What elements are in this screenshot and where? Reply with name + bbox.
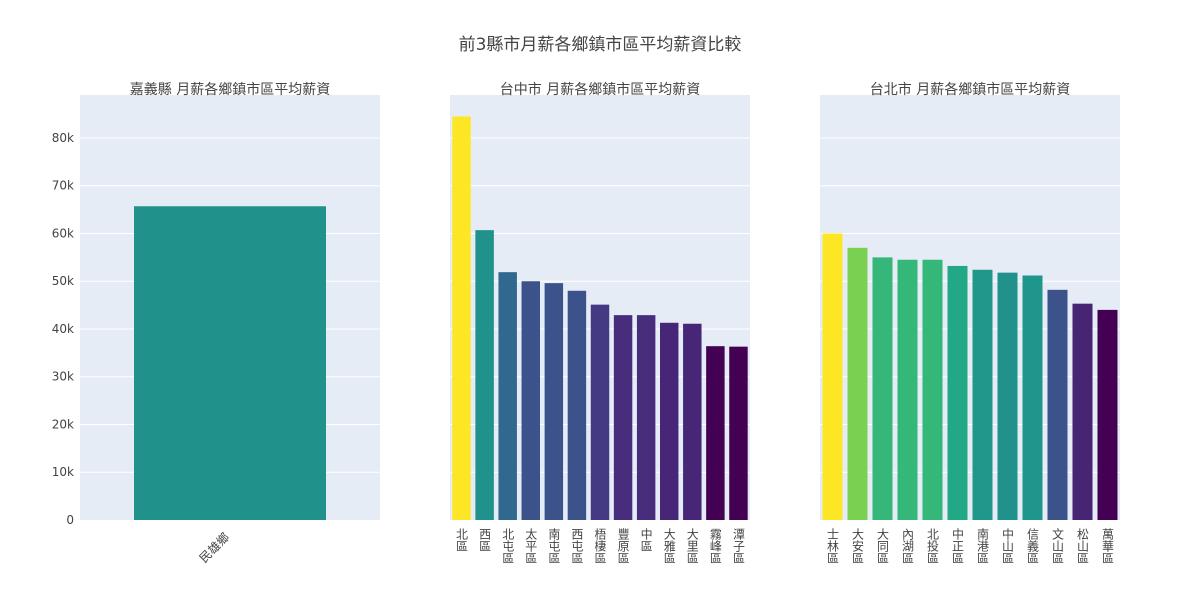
x-tick-label: 西屯區 [570,528,584,564]
x-tick-label: 北屯區 [501,528,515,564]
x-tick-label: 大安區 [851,528,865,564]
subplot-title: 台中市 月薪各鄉鎮市區平均薪資 [500,81,700,98]
bar[interactable] [521,281,540,520]
x-tick-label: 西區 [478,528,492,552]
x-tick-label: 南屯區 [547,527,561,564]
bar[interactable] [972,269,993,520]
y-tick-label: 70k [52,179,74,193]
bar[interactable] [729,346,748,520]
bar[interactable] [1072,303,1093,520]
y-tick-label: 0 [66,513,74,527]
x-tick-label: 大同區 [876,528,890,564]
x-tick-label: 梧棲區 [593,527,607,564]
x-tick-label: 文山區 [1051,527,1065,564]
bar[interactable] [452,116,471,520]
bar[interactable] [134,206,326,520]
x-tick-label: 松山區 [1076,528,1090,564]
subplot-taichung: 台中市 月薪各鄉鎮市區平均薪資北區 西區 北屯區 太平區 南屯區 西屯區 梧棲區 豐原區 中區大… [450,81,750,564]
y-tick-label: 50k [52,274,74,288]
x-tick-label: 中區 [639,527,653,552]
x-tick-label: 士林區 [826,528,840,564]
y-tick-label: 40k [52,322,74,336]
bar[interactable] [1097,309,1118,520]
x-tick-label: 萬華區 [1101,528,1115,564]
x-tick-label: 豐原區 [616,528,630,564]
bar[interactable] [1022,275,1043,520]
x-tick-label: 太平區 [524,527,538,564]
bar[interactable] [822,233,843,520]
y-tick-label: 10k [52,465,74,479]
y-tick-label: 20k [52,417,74,431]
x-tick-label: 中山區 [1001,527,1015,564]
x-tick-label: 大里區 [685,528,699,564]
bar[interactable] [660,322,679,520]
bar[interactable] [590,304,610,520]
x-tick-label: 中正區 [951,527,965,564]
y-tick-label: 60k [52,226,74,240]
subplot-title: 台北市 月薪各鄉鎮市區平均薪資 [870,81,1070,98]
bar[interactable] [498,272,517,520]
bar[interactable] [922,259,943,520]
x-tick-label: 霧峰區 [708,528,722,564]
bar[interactable] [997,272,1018,520]
bar[interactable] [613,315,633,520]
bar[interactable] [1047,289,1068,520]
subplot-title: 嘉義縣 月薪各鄉鎮市區平均薪資 [130,81,330,98]
x-tick-label: 民雄鄉 [196,530,232,566]
bar[interactable] [847,247,868,520]
x-tick-label: 北區 [455,528,469,552]
subplot-taipei: 台北市 月薪各鄉鎮市區平均薪資士林區 大安區 大同區 內湖區 北投區 中正區 南港區 中山區信… [820,81,1120,564]
bar[interactable] [636,315,656,520]
x-tick-label: 北投區 [926,528,940,564]
x-tick-label: 大雅區 [662,528,676,564]
bar[interactable] [683,323,702,520]
x-tick-label: 信義區 [1026,528,1040,564]
y-tick-label: 30k [52,370,74,384]
x-tick-label: 潭子區 [731,528,745,564]
chart-title: 前3縣市月薪各鄉鎮市區平均薪資比較 [459,35,742,55]
bar[interactable] [567,290,587,520]
x-tick-label: 內湖區 [901,528,915,564]
bar[interactable] [706,346,725,520]
bar[interactable] [872,257,893,520]
bar[interactable] [897,259,918,520]
subplot-chiayi: 嘉義縣 月薪各鄉鎮市區平均薪資 0 10k 20k 30k 40k 50k 60k 70k 80k… [52,81,380,566]
y-tick-label: 80k [52,131,74,145]
bar[interactable] [947,265,968,520]
bar[interactable] [475,230,494,520]
plot-area [820,95,1120,520]
x-tick-label: 南港區 [976,527,990,564]
bar[interactable] [544,283,564,520]
